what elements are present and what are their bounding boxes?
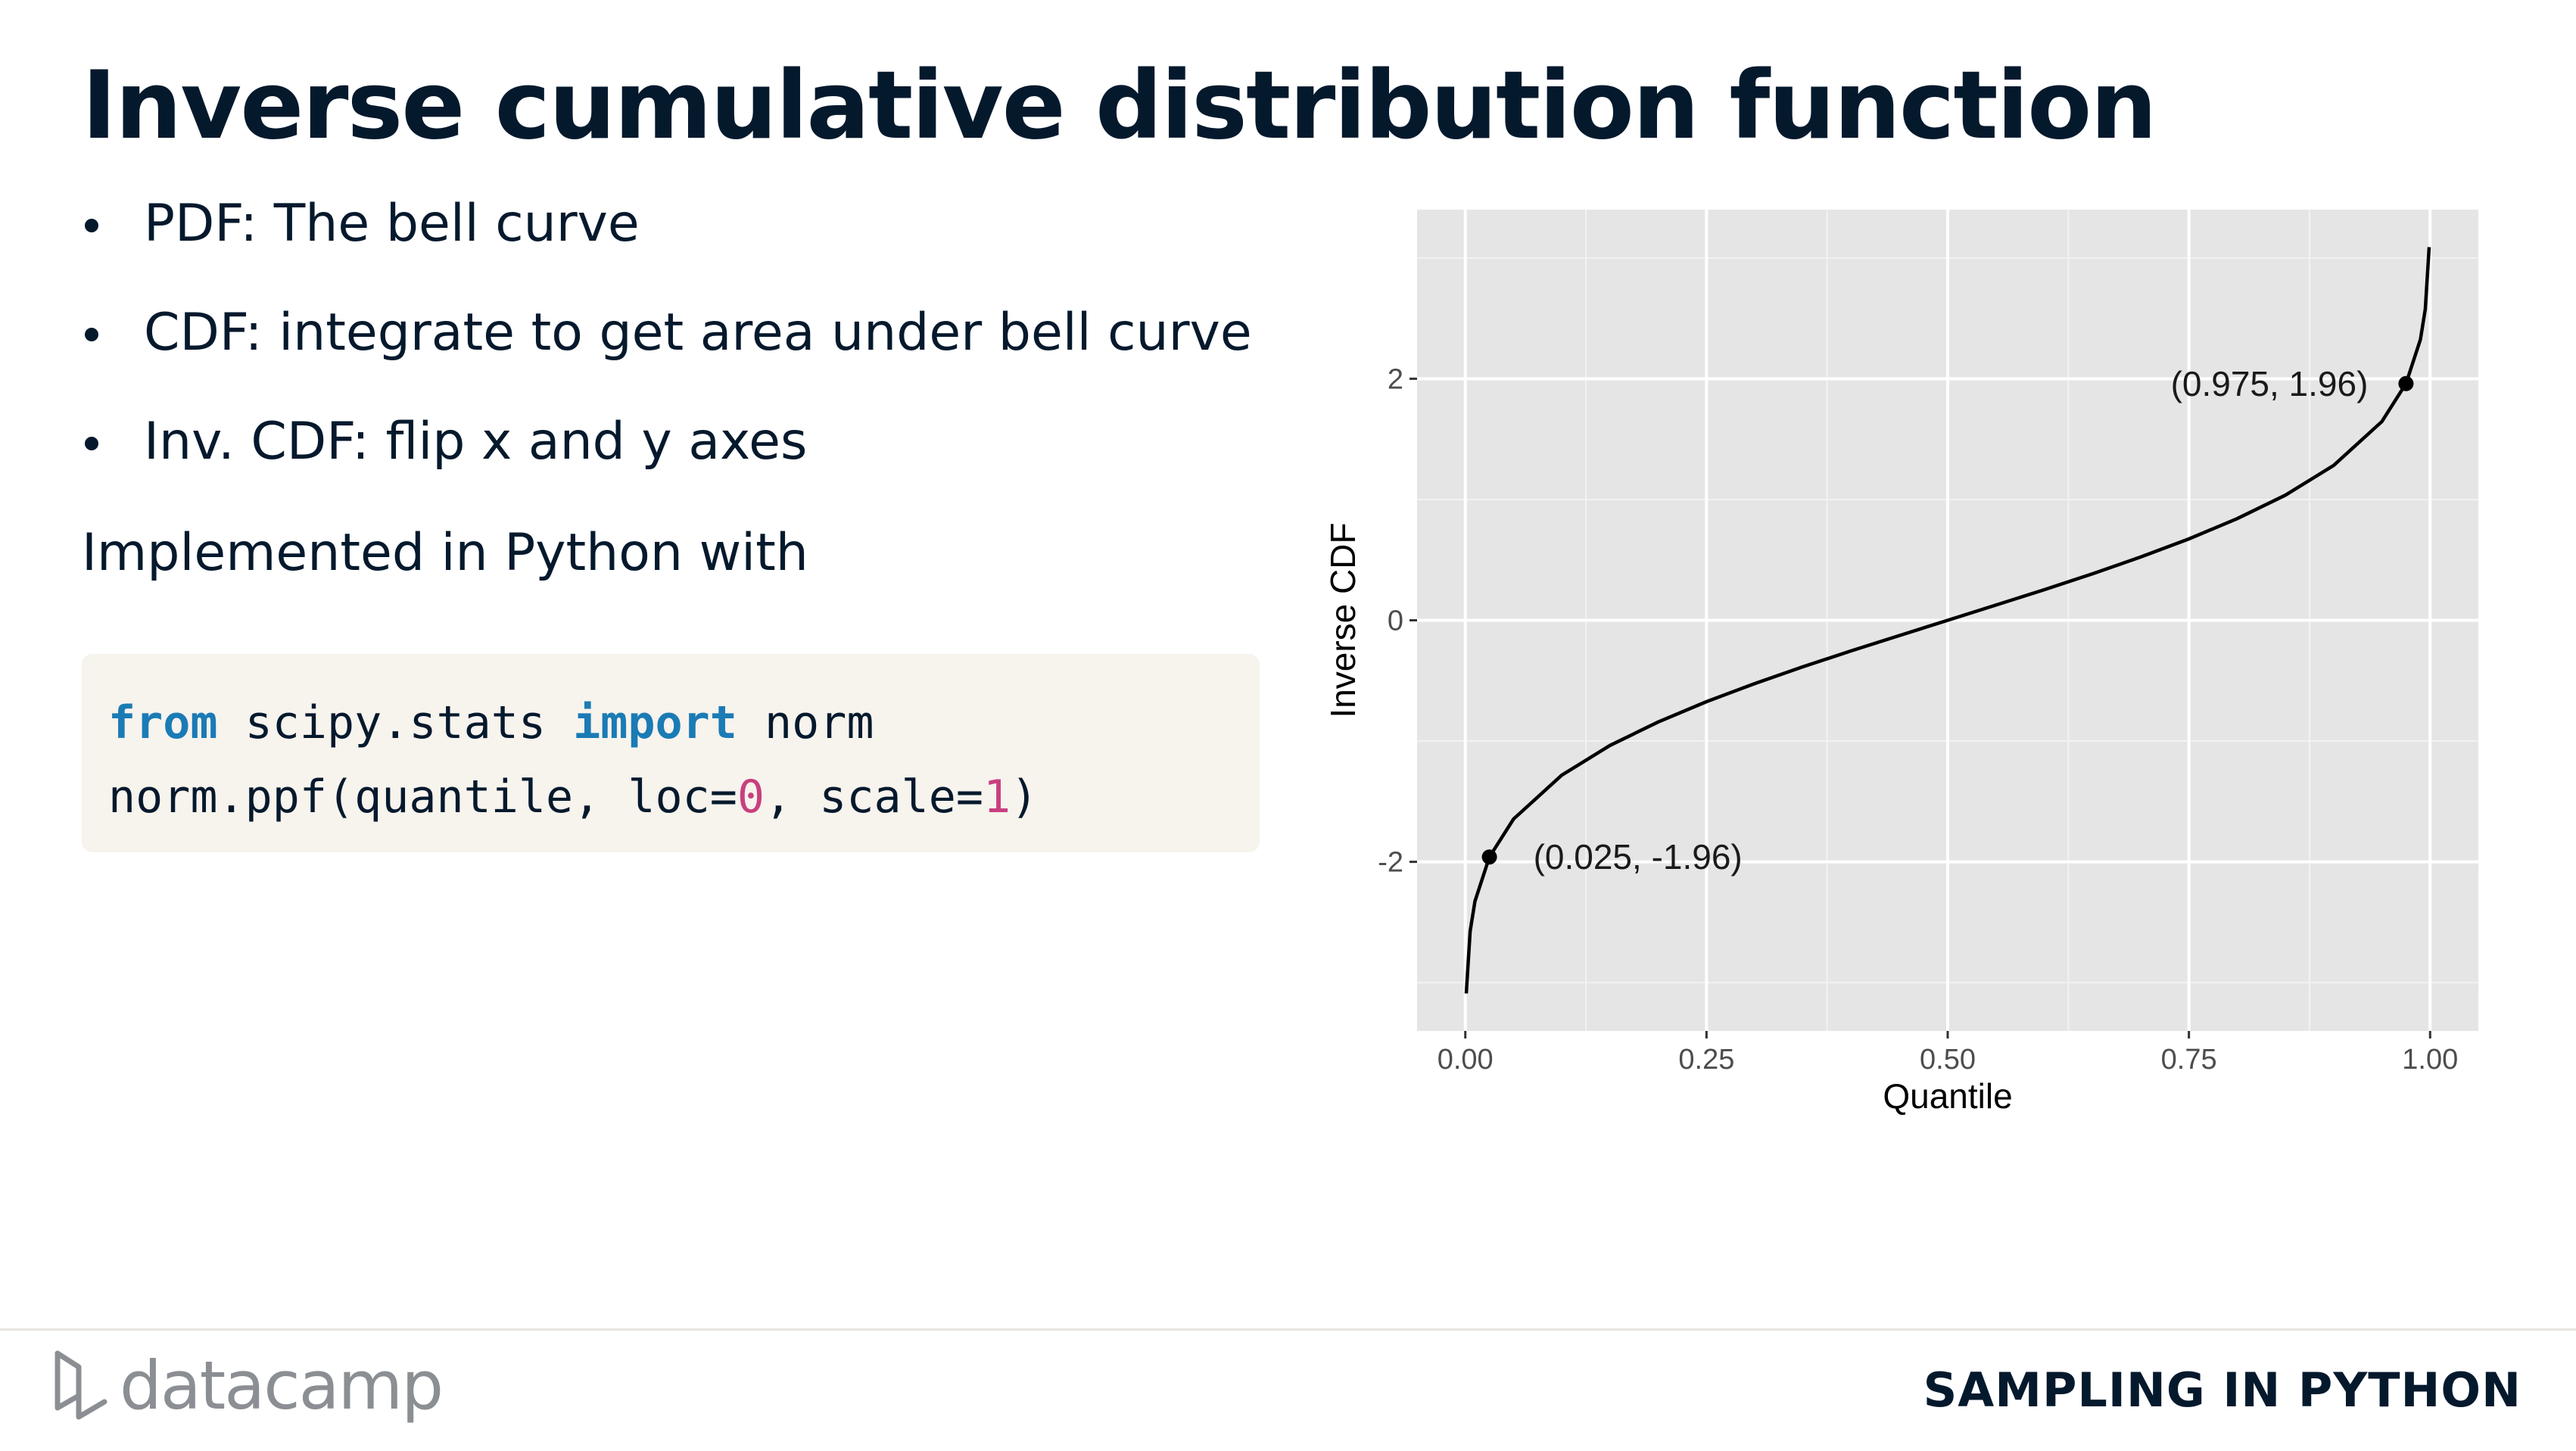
annotation-point	[1481, 849, 1497, 865]
bullet-item: CDF: integrate to get area under bell cu…	[82, 302, 1252, 364]
bullet-text: Inv. CDF: flip x and y axes	[144, 412, 808, 472]
x-tick-label: 0.50	[1920, 1044, 1976, 1076]
y-axis-title: Inverse CDF	[1323, 522, 1363, 718]
bullet-text: CDF: integrate to get area under bell cu…	[144, 303, 1252, 363]
code-text: norm.ppf(quantile, loc=	[108, 771, 737, 824]
bullet-dot	[85, 437, 98, 450]
code-block: from scipy.stats import norm norm.ppf(qua…	[82, 654, 1260, 852]
footer-divider	[0, 1328, 2576, 1331]
slide-title: Inverse cumulative distribution function	[82, 51, 2157, 160]
code-text: , scale=	[764, 771, 983, 824]
bullet-dot	[85, 219, 98, 232]
x-axis-title: Quantile	[1883, 1076, 2012, 1116]
x-tick-label: 0.25	[1678, 1044, 1734, 1076]
code-keyword: from	[108, 696, 218, 749]
x-tick-label: 1.00	[2402, 1044, 2458, 1076]
series-line	[1464, 247, 2431, 994]
y-tick-label: -2	[1378, 847, 1403, 879]
code-line-1: from scipy.stats import norm	[108, 686, 1260, 760]
code-number: 1	[983, 771, 1011, 824]
code-text: )	[1011, 771, 1039, 824]
code-text: scipy.stats	[217, 696, 574, 749]
y-tick-label: 2	[1388, 363, 1403, 395]
inverse-cdf-chart: 0.00 0.25 0.50 0.75 1.00 -2 0 2 Quantile Inverse …	[1323, 210, 2478, 1116]
code-keyword: import	[573, 696, 737, 749]
annotation-label: (0.025, -1.96)	[1534, 837, 1743, 877]
x-tick-label: 0.00	[1438, 1044, 1494, 1076]
annotation-label: (0.975, 1.96)	[2171, 364, 2369, 403]
bullet-item: Inv. CDF: flip x and y axes	[82, 411, 1252, 473]
code-line-2: norm.ppf(quantile, loc=0, scale=1)	[108, 760, 1260, 834]
bullet-item: PDF: The bell curve	[82, 193, 1252, 255]
annotation-point	[2398, 375, 2414, 391]
y-tick-label: 0	[1388, 606, 1403, 637]
bullet-text: PDF: The bell curve	[144, 194, 640, 254]
course-title: SAMPLING IN PYTHON	[1923, 1362, 2521, 1418]
code-number: 0	[737, 771, 765, 824]
brand-name: datacamp	[120, 1347, 444, 1425]
bullet-list: PDF: The bell curve CDF: integrate to ge…	[82, 193, 1252, 520]
bullet-dot	[85, 328, 98, 341]
intro-text: Implemented in Python with	[82, 523, 808, 583]
x-tick-label: 0.75	[2161, 1044, 2217, 1076]
datacamp-logo-icon	[55, 1350, 107, 1420]
code-text: norm	[737, 696, 874, 749]
datacamp-logo: datacamp	[53, 1347, 444, 1425]
